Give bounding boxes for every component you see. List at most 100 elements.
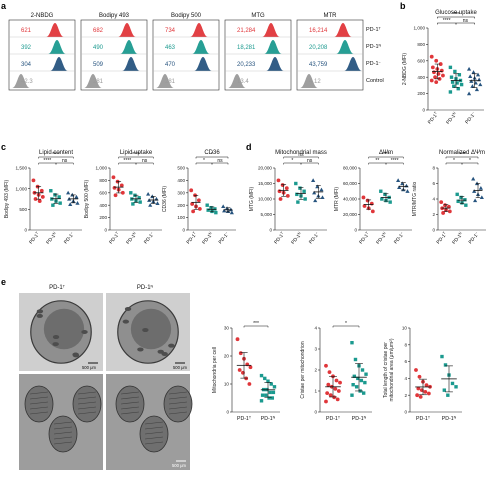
panel-c3-title: CD36: [204, 150, 220, 156]
panel-c-lipid: Lipid content 1,500 1,000 500 0 Bodipy 493 (M…: [4, 150, 236, 246]
em-crista: [77, 391, 97, 395]
panel-c2-ylabel: Bodipy 500 (MFI): [84, 179, 90, 218]
panel-d3-ylabel: MTR/MTG ratio: [412, 182, 418, 217]
histogram-frame-0: [8, 19, 76, 91]
panel-d3-xtick-label-base: PD-1: [451, 233, 463, 245]
panel-e3-point: [424, 383, 429, 388]
panel-e2-xtick-label: PD-1N: [352, 415, 367, 422]
em-crista: [77, 406, 97, 410]
histogram-mfi-value: 490: [93, 45, 104, 51]
panel-c3-point: [191, 209, 196, 214]
panel-c1-ytick-label: 0: [24, 228, 27, 233]
panel-d2-xtick-label: PD-1N: [375, 231, 389, 246]
panel-e2-point: [350, 341, 354, 345]
panel-d2-point: [396, 178, 401, 182]
panel-e2-point: [361, 391, 366, 395]
panel-c1-point: [39, 188, 44, 193]
em-mitochondrion: [142, 328, 149, 333]
panel-c2-point: [119, 183, 124, 188]
histogram-mfi-value: 304: [21, 62, 32, 68]
panel-d1-ylabel: MTG (MFI): [249, 186, 255, 211]
panel-d1-sig-label: ns: [298, 152, 304, 158]
em-crista: [144, 421, 164, 425]
panel-b-title: Glucose uptake: [435, 10, 477, 16]
panel-d1-point: [284, 186, 289, 191]
panel-c2-sig-label: ****: [132, 152, 140, 158]
panel-d1-ytick-label: 5,000: [261, 212, 273, 217]
panel-e2-point: [325, 391, 330, 395]
panel-c1-point: [58, 201, 62, 205]
panel-e2-point: [353, 357, 358, 362]
panel-e3-point: [414, 368, 418, 372]
panel-b-point: [434, 80, 439, 85]
panel-c3-sig-label: *: [211, 152, 213, 158]
panel-d1-point: [320, 195, 325, 200]
panel-d1-sig-label: *: [291, 158, 293, 164]
panel-e2-ytick-label: 4: [314, 326, 317, 331]
panel-c2-xtick-label-sup: T: [115, 230, 120, 235]
panel-b-point: [456, 86, 460, 91]
em-mitochondrion: [36, 309, 44, 314]
panel-e1-point: [259, 399, 264, 403]
panel-d1-point: [295, 192, 299, 197]
panel-e1-ytick-label: 20: [224, 354, 230, 359]
em-crista: [29, 406, 49, 410]
panel-e1-ytick-label: 0: [226, 410, 229, 415]
panel-b-point: [466, 91, 472, 96]
panel-e1-point: [260, 393, 265, 397]
panel-d2-title: ΔΨm: [379, 150, 393, 156]
panel-d1-point: [298, 186, 302, 190]
panel-c3-sig-label: *: [203, 158, 205, 164]
histogram-peak: [334, 23, 352, 37]
histogram-row-label-sup: −: [379, 60, 381, 64]
em-crista: [77, 401, 97, 405]
panel-c2-point: [120, 190, 125, 195]
panel-e1-point: [248, 365, 253, 370]
panel-e1-xtick-label: PD-1N: [261, 415, 276, 422]
panel-e2-point: [328, 393, 333, 398]
panel-d2-ylabel: MTR (MFI): [334, 187, 340, 211]
em-crista: [53, 421, 73, 425]
panel-d3-xtick-label: PD-1−: [467, 231, 480, 245]
panel-e2-point: [352, 374, 357, 378]
em-mitochondrion-detail: [163, 385, 193, 423]
panel-b-point: [459, 82, 464, 87]
histogram-peak: [84, 74, 102, 88]
histogram-frame-1: [80, 19, 148, 91]
em-crista: [168, 411, 188, 415]
em-crista: [29, 401, 49, 405]
panel-a-histograms: 2-NBDG 621 392 304 42.3 Bodipy 493 682 490 509 28…: [8, 13, 384, 91]
histogram-peak: [192, 40, 210, 54]
panel-d2-sig-bracket: [368, 156, 404, 159]
panel-d1-ytick-label: 10,000: [258, 197, 272, 202]
em-title-pd1n-sup: N: [151, 284, 154, 288]
panel-d2-point: [379, 189, 383, 193]
em-crista: [144, 441, 164, 445]
em-crista: [120, 411, 140, 415]
panel-c2-point: [146, 191, 151, 196]
panel-b-point: [441, 73, 445, 78]
panel-e2-point: [350, 393, 354, 397]
panel-e2-xtick-label-sup: T: [338, 415, 341, 419]
histogram-peak: [50, 57, 68, 71]
em-title-pd1t-base: PD-1: [49, 285, 63, 291]
panel-e3-ytick-label: 2: [404, 393, 407, 398]
em-crista: [53, 441, 73, 445]
panel-c3-sig-label: ns: [217, 158, 223, 164]
panel-e3-point: [416, 386, 421, 391]
histogram-mfi-value: 392: [21, 45, 32, 51]
panel-d3-point: [447, 209, 452, 214]
panel-e-letter: e: [1, 277, 6, 287]
panel-c2-xtick-label-base: PD-1: [108, 233, 120, 245]
panel-b-point: [438, 62, 443, 66]
panel-e2-point: [359, 378, 364, 383]
panel-c3-sig-bracket: [211, 162, 229, 165]
panel-d3-xtick-label: PD-1T: [435, 230, 449, 245]
panel-c1-point: [49, 189, 53, 193]
panel-c3-point: [209, 205, 213, 210]
panel-d2-xtick-label-sup: −: [399, 231, 403, 235]
panel-d2-sig-label: **: [375, 158, 379, 164]
histogram-mfi-value: 734: [165, 28, 176, 34]
histogram-mfi-value: 281: [93, 79, 104, 85]
em-crista: [120, 391, 140, 395]
